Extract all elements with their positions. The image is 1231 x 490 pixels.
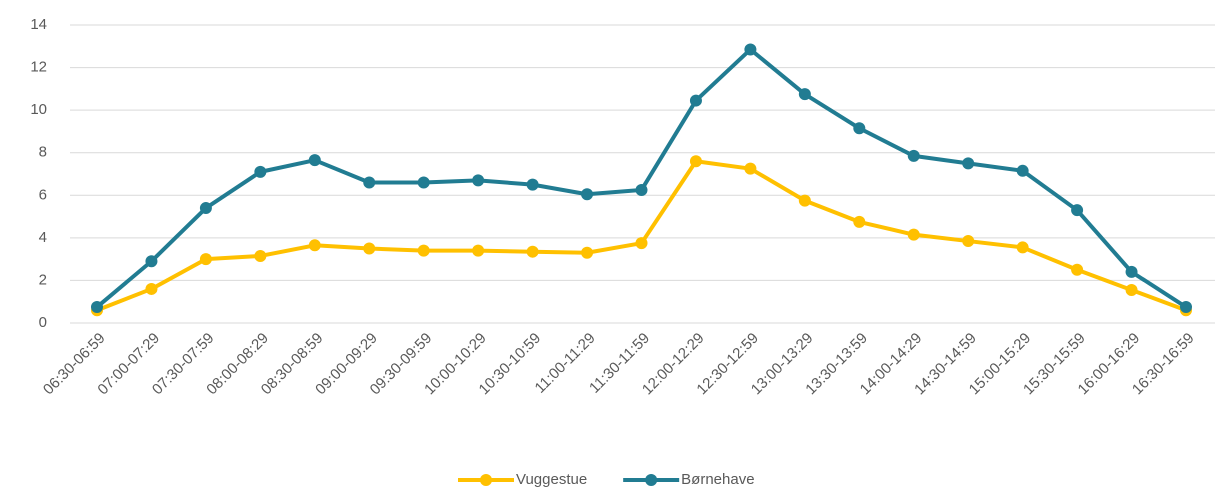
point <box>417 176 430 189</box>
point <box>635 183 648 196</box>
point <box>962 157 975 170</box>
point <box>853 122 866 135</box>
point <box>308 154 321 167</box>
point <box>798 194 811 207</box>
point <box>1180 301 1192 314</box>
point <box>962 235 975 248</box>
point <box>526 178 539 191</box>
point <box>363 242 376 255</box>
point <box>199 202 212 215</box>
point <box>91 301 103 314</box>
point <box>308 239 321 252</box>
point <box>907 149 920 162</box>
point <box>417 244 430 257</box>
point <box>363 176 376 189</box>
point <box>526 245 539 258</box>
legend-item: Børnehave <box>623 471 755 488</box>
point <box>1125 265 1138 278</box>
point <box>1071 263 1084 276</box>
legend-marker <box>480 474 492 486</box>
point <box>689 94 702 107</box>
legend-marker <box>645 474 658 486</box>
point <box>145 282 158 295</box>
y-tick-label: 10 <box>30 101 47 118</box>
point <box>1071 204 1084 217</box>
y-tick-label: 2 <box>39 271 47 288</box>
point <box>581 246 594 259</box>
point <box>199 253 212 266</box>
point <box>581 188 594 201</box>
y-tick-label: 12 <box>30 59 47 76</box>
point <box>635 237 648 250</box>
point <box>744 162 757 175</box>
point <box>145 255 158 268</box>
legend-label: Børnehave <box>681 471 754 488</box>
series-line <box>95 47 1188 309</box>
series-line <box>96 159 1187 313</box>
legend-label: Vuggestue <box>516 471 587 488</box>
point <box>254 249 267 262</box>
y-tick-label: 4 <box>39 229 47 246</box>
y-tick-label: 14 <box>30 16 47 33</box>
y-tick-label: 8 <box>39 144 47 161</box>
point <box>853 215 866 228</box>
point <box>744 43 757 56</box>
point <box>907 228 920 241</box>
point <box>472 244 485 257</box>
point <box>1125 284 1138 297</box>
y-tick-label: 6 <box>39 186 47 203</box>
point <box>1016 241 1029 254</box>
point <box>254 165 267 178</box>
point <box>798 88 811 101</box>
legend-item: Vuggestue <box>458 471 587 488</box>
y-tick-label: 0 <box>39 314 47 331</box>
point <box>1016 164 1029 177</box>
point <box>689 155 702 168</box>
point <box>472 174 485 187</box>
